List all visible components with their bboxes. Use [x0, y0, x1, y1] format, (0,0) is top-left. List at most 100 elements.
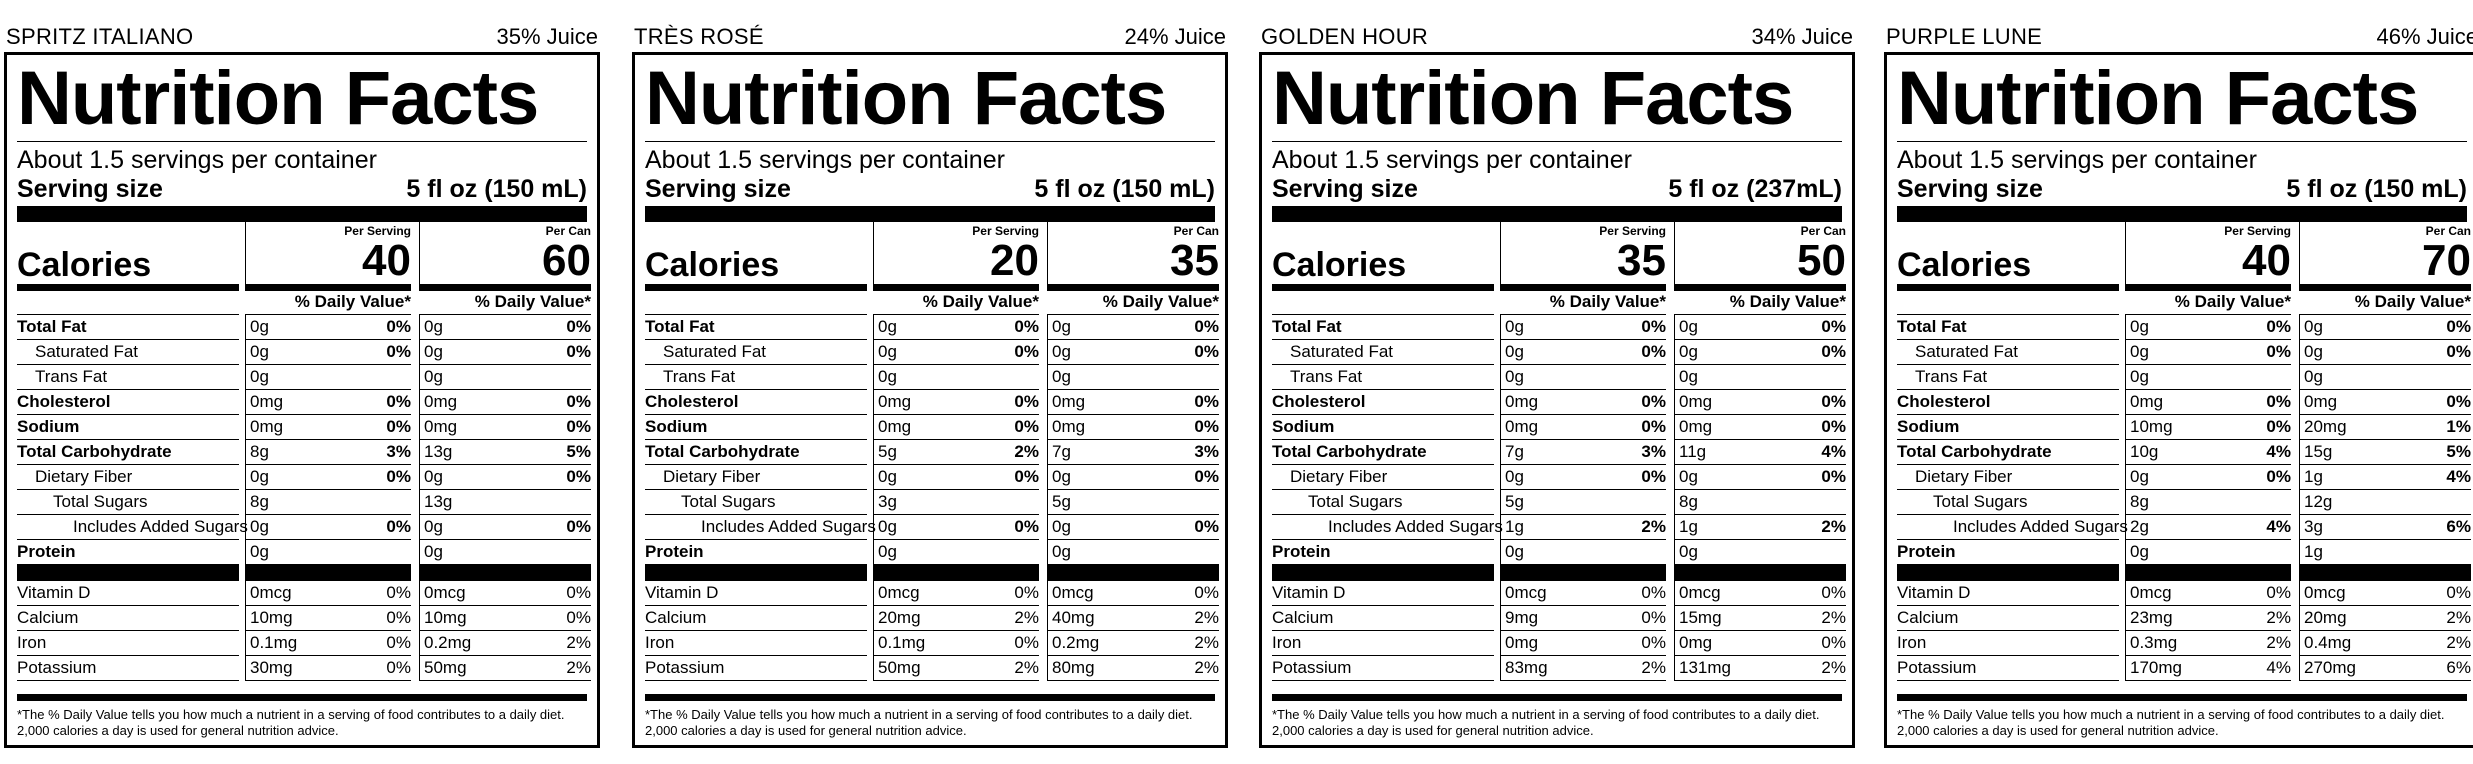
per-can-label: Per Can	[1800, 224, 1846, 238]
serving-value-cell: 30mg 0%	[245, 656, 411, 681]
percent-dv: 0%	[2266, 417, 2291, 436]
nutrient-name: Sodium	[17, 415, 239, 440]
thick-divider	[1500, 565, 1666, 581]
amount: 0g	[250, 317, 269, 336]
thick-divider	[1897, 206, 2467, 222]
serving-value-cell: 0g	[1500, 365, 1666, 390]
can-value-cell: 0mcg 0%	[419, 581, 591, 606]
percent-dv: 0%	[1821, 417, 1846, 436]
can-value-cell: 0g 0%	[419, 515, 591, 540]
serving-value-cell: 0g 0%	[245, 315, 411, 340]
serving-size-row: Serving size 5 fl oz (237mL)	[1272, 174, 1842, 204]
amount: 10g	[2130, 442, 2159, 461]
serving-value-cell: 10g 4%	[2125, 440, 2291, 465]
daily-value-header: % Daily Value*	[245, 291, 411, 315]
percent-dv: 0%	[1641, 417, 1666, 436]
thick-divider	[2125, 565, 2291, 581]
serving-value-cell: 83mg 2%	[1500, 656, 1666, 681]
nutrient-name: Includes Added Sugars	[1272, 515, 1503, 540]
amount: 0g	[1505, 367, 1524, 386]
amount: 20mg	[2304, 417, 2347, 436]
nutrient-name: Trans Fat	[1272, 365, 1494, 390]
product-panel: PURPLE LUNE 46% Juice Nutrition Facts About…	[1884, 22, 2473, 748]
can-value-cell: 131mg 2%	[1674, 656, 1846, 681]
percent-dv: 6%	[2446, 517, 2471, 536]
amount: 0mcg	[250, 583, 292, 602]
percent-dv: 0%	[2266, 583, 2291, 602]
amount: 0mcg	[878, 583, 920, 602]
percent-dv: 0%	[1641, 317, 1666, 336]
amount: 0g	[2304, 317, 2323, 336]
calories-per-serving: Per Serving 40	[2125, 222, 2291, 291]
percent-dv: 3%	[1641, 442, 1666, 461]
nutrient-name: Includes Added Sugars	[645, 515, 876, 540]
nutrient-name: Cholesterol	[17, 390, 239, 415]
calories-label: Calories	[17, 248, 239, 291]
nutrient-name: Vitamin D	[1897, 581, 2119, 606]
serving-value-cell: 0mcg 0%	[245, 581, 411, 606]
amount: 0g	[878, 342, 897, 361]
percent-dv: 2%	[1641, 517, 1666, 536]
serving-value-cell: 0mg 0%	[245, 415, 411, 440]
percent-dv: 1%	[2446, 417, 2471, 436]
amount: 0g	[878, 317, 897, 336]
can-value-cell: 0mg 0%	[1047, 415, 1219, 440]
amount: 0mcg	[1505, 583, 1547, 602]
can-value-cell: 50mg 2%	[419, 656, 591, 681]
calories-label: Calories	[645, 248, 867, 291]
amount: 0g	[1052, 517, 1071, 536]
nutrient-name: Dietary Fiber	[645, 465, 867, 490]
can-value-cell: 12g	[2299, 490, 2471, 515]
percent-dv: 0%	[1821, 583, 1846, 602]
can-value-cell: 0mg 0%	[2299, 390, 2471, 415]
thick-divider	[245, 565, 411, 581]
thick-divider	[1272, 565, 1494, 581]
nutrient-name: Total Fat	[645, 315, 867, 340]
amount: 0mg	[1505, 392, 1539, 411]
serving-value-cell: 0.1mg 0%	[245, 631, 411, 656]
serving-value-cell: 5g	[1500, 490, 1666, 515]
can-value-cell: 5g	[1047, 490, 1219, 515]
percent-dv: 0%	[566, 317, 591, 336]
percent-dv: 2%	[566, 633, 591, 652]
percent-dv: 2%	[1821, 517, 1846, 536]
percent-dv: 2%	[2266, 608, 2291, 627]
can-value-cell: 0mg 0%	[419, 390, 591, 415]
amount: 131mg	[1679, 658, 1731, 677]
thick-divider	[1674, 565, 1846, 581]
percent-dv: 0%	[566, 583, 591, 602]
percent-dv: 0%	[1194, 342, 1219, 361]
percent-dv: 0%	[386, 392, 411, 411]
percent-dv: 0%	[1194, 467, 1219, 486]
nutrient-name: Potassium	[1272, 656, 1494, 681]
calories-per-serving: Per Serving 40	[245, 222, 411, 291]
nutrient-name: Vitamin D	[645, 581, 867, 606]
per-can-label: Per Can	[545, 224, 591, 238]
can-value-cell: 0g 0%	[1674, 465, 1846, 490]
percent-dv: 2%	[566, 658, 591, 677]
percent-dv: 0%	[1014, 633, 1039, 652]
nutrient-name: Cholesterol	[1272, 390, 1494, 415]
nutrient-name: Calcium	[1272, 606, 1494, 631]
nutrient-name: Trans Fat	[17, 365, 239, 390]
percent-dv: 0%	[386, 608, 411, 627]
can-value-cell: 0g 0%	[419, 465, 591, 490]
nutrient-name: Trans Fat	[1897, 365, 2119, 390]
can-value-cell: 0g 0%	[1674, 340, 1846, 365]
serving-size-row: Serving size 5 fl oz (150 mL)	[17, 174, 587, 204]
can-value-cell: 1g 2%	[1674, 515, 1846, 540]
can-value-cell: 0g 0%	[2299, 340, 2471, 365]
amount: 83mg	[1505, 658, 1548, 677]
serving-value-cell: 20mg 2%	[873, 606, 1039, 631]
amount: 0mcg	[2304, 583, 2346, 602]
amount: 0g	[2130, 342, 2149, 361]
servings-per-container: About 1.5 servings per container	[645, 146, 1005, 174]
percent-dv: 0%	[2266, 392, 2291, 411]
can-value-cell: 0mcg 0%	[1674, 581, 1846, 606]
can-value-cell: 0g 0%	[1047, 315, 1219, 340]
can-value-cell: 1g 4%	[2299, 465, 2471, 490]
percent-dv: 0%	[1641, 467, 1666, 486]
amount: 50mg	[424, 658, 467, 677]
nutrient-name: Sodium	[1897, 415, 2119, 440]
percent-dv: 0%	[2446, 583, 2471, 602]
